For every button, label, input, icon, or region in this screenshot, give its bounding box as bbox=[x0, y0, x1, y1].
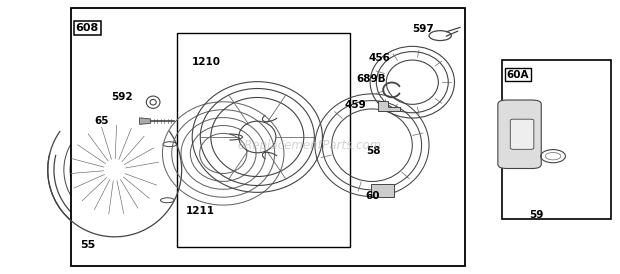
Text: 456: 456 bbox=[369, 53, 391, 62]
Bar bbox=[502, 60, 611, 219]
Text: 65: 65 bbox=[94, 116, 108, 125]
Text: 55: 55 bbox=[81, 240, 96, 250]
Text: 59: 59 bbox=[529, 210, 544, 219]
Text: 689B: 689B bbox=[356, 75, 386, 84]
Text: 1211: 1211 bbox=[186, 207, 215, 216]
FancyBboxPatch shape bbox=[498, 100, 541, 169]
Bar bbox=[71, 8, 465, 266]
Text: eReplacementParts.com: eReplacementParts.com bbox=[238, 139, 382, 152]
Bar bbox=[177, 33, 350, 247]
Text: 60A: 60A bbox=[507, 70, 529, 80]
Text: 1210: 1210 bbox=[192, 57, 221, 67]
FancyBboxPatch shape bbox=[510, 119, 534, 149]
Text: 597: 597 bbox=[412, 24, 434, 34]
Text: 592: 592 bbox=[112, 92, 133, 102]
Text: 459: 459 bbox=[344, 101, 366, 110]
Text: 60: 60 bbox=[366, 191, 380, 201]
Polygon shape bbox=[378, 101, 400, 111]
Polygon shape bbox=[371, 184, 394, 197]
Polygon shape bbox=[140, 118, 151, 124]
Text: 58: 58 bbox=[366, 146, 380, 156]
Text: 608: 608 bbox=[76, 23, 99, 33]
